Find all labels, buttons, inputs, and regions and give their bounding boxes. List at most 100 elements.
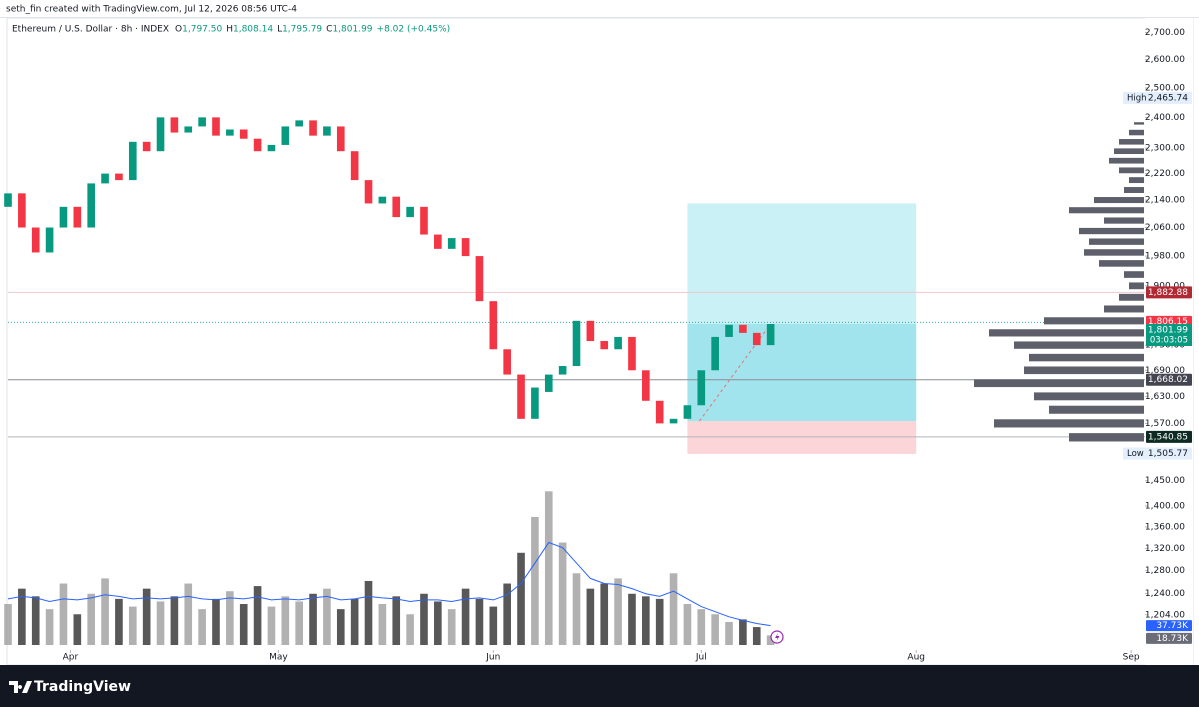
- level-label-bg: [1146, 430, 1192, 443]
- profile-bar: [1014, 341, 1144, 349]
- low-label: 1,505.77: [1148, 449, 1188, 459]
- volume-bar: [4, 604, 12, 645]
- candle-body: [170, 117, 179, 133]
- profile-bar: [974, 379, 1144, 388]
- profile-bar: [1034, 392, 1144, 401]
- volume-bar: [531, 516, 539, 645]
- x-tick-label: May: [269, 653, 288, 663]
- volume-bar: [31, 596, 40, 645]
- candle-body: [295, 120, 303, 127]
- profile-bar: [1069, 207, 1144, 214]
- profile-bar: [1024, 366, 1144, 375]
- volume-label-bg: [1146, 620, 1192, 632]
- profile-bar: [1084, 249, 1144, 256]
- y-tick-label: 2,140.00: [1145, 196, 1185, 206]
- candle-body: [614, 336, 622, 350]
- profile-bar: [1124, 187, 1144, 193]
- y-tick-label: 1,400.00: [1145, 502, 1185, 512]
- candle-body: [4, 193, 12, 207]
- candle-body: [267, 144, 276, 152]
- volume-bar: [600, 583, 609, 645]
- position-path: [699, 323, 772, 422]
- low-name: Low: [1127, 449, 1144, 459]
- profile-bar: [1119, 139, 1144, 145]
- volume-bar: [295, 601, 303, 645]
- candle-body: [31, 227, 40, 253]
- candle-body: [752, 332, 761, 346]
- countdown: 03:03:05: [1150, 336, 1188, 346]
- volume-bar: [323, 588, 331, 645]
- x-tick-label: Jun: [485, 653, 500, 663]
- profile-bar: [1029, 353, 1144, 362]
- legend-key: C: [326, 25, 332, 35]
- legend-key: O: [175, 25, 182, 35]
- profile-bar: [1079, 227, 1144, 235]
- volume-bar: [378, 604, 387, 645]
- y-tick-label: 2,220.00: [1145, 169, 1185, 179]
- high-label: 2,465.74: [1148, 93, 1188, 103]
- volume-bar: [725, 621, 733, 645]
- y-tick-label: 2,300.00: [1145, 144, 1185, 154]
- candle-body: [323, 126, 331, 136]
- y-tick-label: 1,570.00: [1145, 419, 1185, 429]
- candle-body: [572, 320, 581, 367]
- alert-icon: [770, 630, 784, 644]
- candle-body: [420, 206, 428, 235]
- volume-bar: [170, 596, 179, 645]
- volume-bar: [572, 573, 581, 645]
- legend-key: L: [277, 25, 282, 35]
- volume-bar: [281, 596, 290, 645]
- volume-bar: [642, 596, 650, 645]
- volume-bar: [101, 578, 109, 645]
- x-tick-label: Sep: [1123, 653, 1140, 663]
- profile-bar: [1129, 129, 1144, 136]
- volume-ma: [7, 541, 771, 627]
- candle-body: [655, 400, 664, 424]
- level-label: 1,806.15: [1148, 317, 1188, 327]
- x-tick-label: Aug: [907, 653, 925, 663]
- candle-body: [73, 206, 82, 228]
- volume-bar: [198, 609, 206, 645]
- candle-body: [392, 196, 401, 218]
- candle-body: [447, 238, 456, 249]
- profile-bar: [989, 329, 1144, 337]
- volume-bar: [336, 609, 345, 645]
- profile-bar: [1129, 282, 1144, 290]
- candle-body: [87, 183, 96, 228]
- volume-label: 37.73K: [1156, 621, 1189, 631]
- volume-bar: [212, 598, 220, 645]
- y-tick-label: 1,240.00: [1145, 589, 1185, 599]
- volume-bar: [226, 591, 234, 645]
- volume-label-bg: [1146, 632, 1192, 644]
- candle-body: [628, 336, 636, 371]
- brand-logo: [9, 681, 32, 693]
- candle-body: [115, 173, 123, 181]
- volume-bar: [766, 635, 775, 645]
- volume-bar: [392, 596, 401, 645]
- volume-bar: [544, 491, 553, 645]
- profile-bar: [1094, 197, 1144, 204]
- legend-change: +8.02 (+0.45%): [377, 25, 451, 35]
- low-label-bg: [1123, 447, 1192, 460]
- y-tick-label: 2,400.00: [1145, 113, 1185, 123]
- volume-bar: [59, 583, 68, 645]
- x-tick-label: Jul: [695, 653, 707, 663]
- profile-bar: [1114, 148, 1144, 155]
- legend-value: 1,795.79: [282, 25, 322, 35]
- volume-bar: [420, 593, 428, 645]
- level-label-bg: [1146, 373, 1192, 386]
- legend-value: 1,797.50: [182, 25, 222, 35]
- candle-body: [128, 141, 137, 181]
- level-label: 1,882.88: [1148, 288, 1188, 298]
- volume-bar: [558, 542, 567, 645]
- volume-bar: [461, 588, 470, 645]
- candle-body: [766, 324, 775, 346]
- candle-body: [156, 117, 165, 152]
- y-tick-label: 2,500.00: [1145, 83, 1185, 93]
- candle-body: [212, 117, 220, 136]
- volume-bar: [628, 593, 636, 645]
- volume-bar: [517, 552, 525, 645]
- profile-bar: [1109, 157, 1144, 164]
